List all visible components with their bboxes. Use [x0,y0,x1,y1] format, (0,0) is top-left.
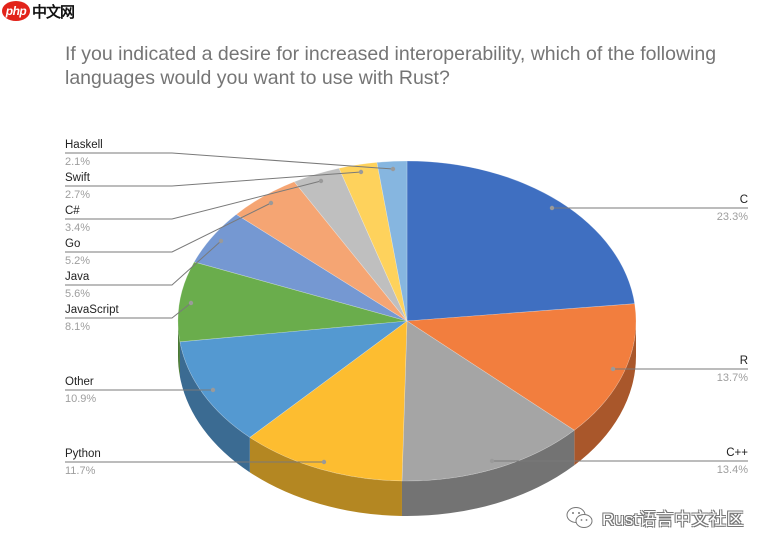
site-logo-text: 中文网 [32,3,75,21]
slice-other[interactable] [179,320,409,438]
slice-percentage: 13.7% [716,372,748,384]
slice-percentage: 5.2% [65,255,91,267]
slice-swift[interactable] [338,162,408,322]
slice-percentage: 8.1% [65,321,91,333]
slice-percentage: 10.9% [65,393,97,405]
slice-label: Go [65,238,81,250]
slice-go[interactable] [235,181,408,322]
slice-label: Other [65,376,94,388]
leader-dot [321,459,327,465]
leader-dot [390,166,396,172]
leader-dot [268,200,274,206]
leader-dot [318,178,324,184]
slice-javascript[interactable] [177,261,408,343]
slice-side-c- [401,430,575,516]
chart-title-line-2: languages would you want to use with Rus… [65,67,450,89]
slice-percentage: 2.1% [65,156,91,168]
wechat-icon [566,506,593,528]
watermark: Rust语言中文社区 [566,505,744,530]
slice-percentage: 2.7% [65,189,91,201]
leader-dot [210,387,216,393]
watermark-text: Rust语言中文社区 [602,510,744,529]
php-logo-badge: php [2,1,30,21]
leader-dot [489,458,495,464]
slice-python[interactable] [249,320,408,482]
slice-side-other [179,341,250,473]
leader-dot [610,366,616,372]
pie-sides [178,321,636,516]
leader-line [65,302,192,319]
slice-percentage: 5.6% [65,288,91,300]
slice-percentage: 11.7% [65,465,96,477]
chart-title-line-1: If you indicated a desire for increased … [65,43,717,65]
slice-label: Java [65,271,90,283]
leader-dot [358,169,364,175]
slice-label: C# [65,205,80,217]
slice-haskell[interactable] [376,160,408,322]
slice-r[interactable] [406,303,637,431]
pie-slices [177,160,637,482]
slice-label: JavaScript [65,304,119,316]
leader-line [65,171,362,187]
leader-dot [218,238,224,244]
slice-label: Swift [65,172,90,184]
slice-label: C [739,194,748,206]
slice-label: Haskell [65,139,103,151]
slice-percentage: 13.4% [716,464,748,476]
chart-title: If you indicated a desire for increased … [65,42,765,90]
slice-percentage: 23.3% [716,211,748,223]
slice-c[interactable] [406,160,636,322]
slice-java[interactable] [193,213,408,322]
slice-percentage: 3.4% [65,222,91,234]
slice-label: C++ [726,447,748,459]
slice-label: R [739,355,748,367]
leader-line [65,202,272,253]
leader-lines [65,152,748,465]
slice-side-javascript [178,321,180,377]
leader-line [65,152,394,170]
leader-dot [188,300,194,306]
slice-side-r [574,321,636,466]
slice-c-[interactable] [293,167,408,322]
slice-side-python [249,437,402,516]
leader-line [65,240,222,286]
leader-dot [549,205,555,211]
slice-c-[interactable] [401,320,575,482]
site-logo[interactable]: php 中文网 [2,0,75,22]
leader-line [65,180,322,220]
slice-label: Python [65,448,101,460]
